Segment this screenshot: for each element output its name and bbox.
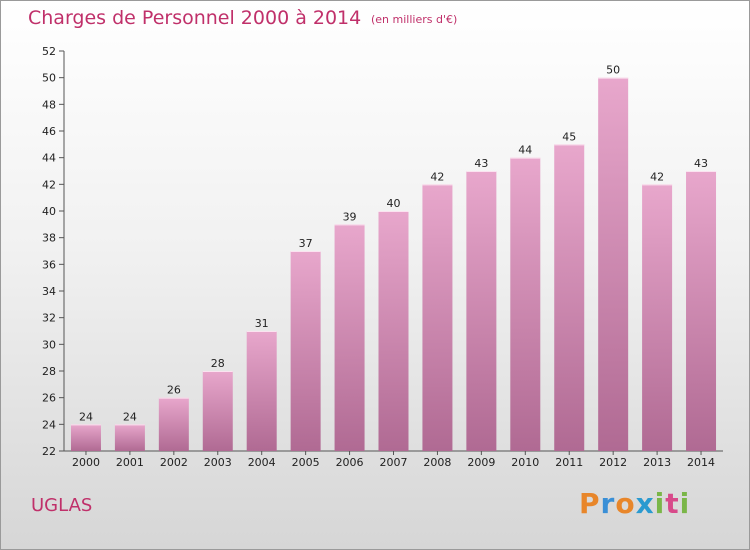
x-tick-label: 2006 xyxy=(336,456,364,469)
logo-letter: x xyxy=(635,487,655,520)
y-tick-label: 46 xyxy=(42,125,56,138)
y-tick-label: 28 xyxy=(42,365,56,378)
commune-name: UGLAS xyxy=(31,495,93,516)
x-tick-label: 2009 xyxy=(467,456,495,469)
logo-letter: r xyxy=(600,487,616,520)
chart-subtitle: (en milliers d'€) xyxy=(371,13,458,26)
bar-value-label: 45 xyxy=(562,130,576,143)
bar-2007 xyxy=(378,211,409,451)
y-tick-label: 32 xyxy=(42,312,56,325)
bar-value-label: 24 xyxy=(79,410,93,423)
y-tick-label: 44 xyxy=(42,152,56,165)
y-tick-label: 34 xyxy=(42,285,56,298)
y-tick-label: 24 xyxy=(42,418,56,431)
y-tick-label: 26 xyxy=(42,392,56,405)
y-tick-label: 48 xyxy=(42,98,56,111)
bar-value-label: 39 xyxy=(343,210,357,223)
bar-value-label: 50 xyxy=(606,64,620,77)
y-tick-label: 42 xyxy=(42,178,56,191)
bar-2009 xyxy=(466,171,497,451)
bar-2002 xyxy=(158,397,189,451)
x-tick-label: 2002 xyxy=(160,456,188,469)
bar-value-label: 24 xyxy=(123,410,137,423)
x-tick-label: 2011 xyxy=(555,456,583,469)
x-tick-label: 2013 xyxy=(643,456,671,469)
logo-letter: o xyxy=(615,487,636,520)
chart-title: Charges de Personnel 2000 à 2014 xyxy=(28,7,362,29)
x-tick-label: 2007 xyxy=(380,456,408,469)
x-axis: 2000 2001 2002 2003 2004 2005 2006 2007 2008 2009… xyxy=(72,451,715,469)
bar-2008 xyxy=(422,184,453,452)
x-tick-label: 2012 xyxy=(599,456,627,469)
y-tick-label: 30 xyxy=(42,338,56,351)
bar-2013 xyxy=(642,184,673,452)
bar-2014 xyxy=(686,171,717,451)
y-tick-label: 36 xyxy=(42,258,56,271)
x-tick-label: 2010 xyxy=(511,456,539,469)
bar-2005 xyxy=(290,251,321,451)
bar-value-label: 43 xyxy=(694,157,708,170)
bar-2010 xyxy=(510,157,541,451)
bar-2003 xyxy=(202,371,233,451)
y-tick-label: 52 xyxy=(42,45,56,58)
x-tick-label: 2004 xyxy=(248,456,276,469)
bar-value-label: 43 xyxy=(474,157,488,170)
bar-2000 xyxy=(70,424,101,451)
y-tick-label: 38 xyxy=(42,232,56,245)
x-tick-label: 2008 xyxy=(423,456,451,469)
x-tick-label: 2005 xyxy=(292,456,320,469)
bar-value-label: 37 xyxy=(299,237,313,250)
proxiti-logo: Proxiti xyxy=(579,487,690,520)
bar-value-label: 28 xyxy=(211,357,225,370)
y-tick-label: 22 xyxy=(42,445,56,458)
bar-value-label: 42 xyxy=(650,170,664,183)
bar-value-label: 26 xyxy=(167,384,181,397)
bar-2006 xyxy=(334,224,365,451)
bar-value-label: 31 xyxy=(255,317,269,330)
bar-value-label: 44 xyxy=(518,144,532,157)
x-tick-label: 2014 xyxy=(687,456,715,469)
y-tick-label: 40 xyxy=(42,205,56,218)
y-axis: 22 24 26 28 30 32 34 36 38 40 42 44 46 48 50 52 xyxy=(42,45,64,458)
logo-letter: t xyxy=(665,487,680,520)
x-tick-label: 2003 xyxy=(204,456,232,469)
y-tick-label: 50 xyxy=(42,72,56,85)
x-tick-label: 2000 xyxy=(72,456,100,469)
bar-2012 xyxy=(598,77,629,452)
logo-letter: i xyxy=(654,487,666,520)
logo-letter: P xyxy=(579,487,601,520)
bar-2011 xyxy=(554,144,585,452)
bars-group: 24 24 26 28 31 37 39 40 42 43 44 45 50 42 43 xyxy=(70,64,717,452)
bar-2001 xyxy=(114,424,145,451)
bar-2004 xyxy=(246,331,277,451)
x-tick-label: 2001 xyxy=(116,456,144,469)
bar-value-label: 42 xyxy=(430,170,444,183)
logo-letter: i xyxy=(679,487,691,520)
bar-value-label: 40 xyxy=(387,197,401,210)
